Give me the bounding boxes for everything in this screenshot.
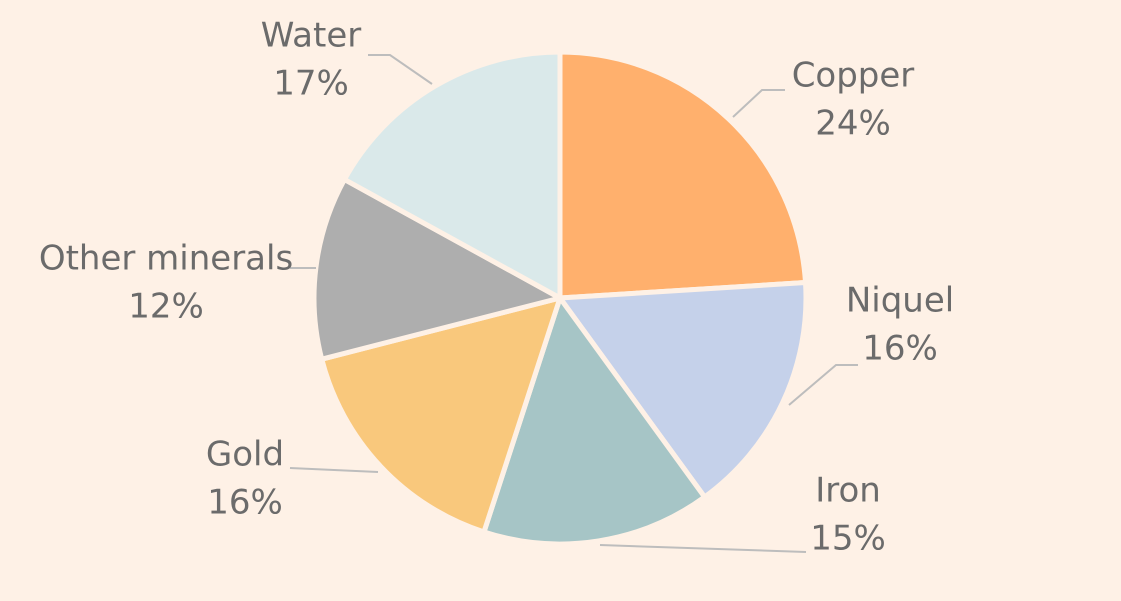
- slice-label-copper: Copper: [792, 56, 915, 96]
- leader-lines-layer: [289, 54, 858, 553]
- leader-line-iron: [599, 544, 807, 553]
- slice-value-copper: 24%: [815, 104, 891, 144]
- slice-value-other-minerals: 12%: [128, 287, 204, 327]
- leader-line-water: [368, 54, 433, 85]
- slice-copper: [557, 49, 809, 301]
- slice-iron: [481, 295, 708, 547]
- slice-other-minerals: [311, 176, 563, 362]
- leader-line-copper: [732, 89, 785, 118]
- slices-layer: [311, 49, 809, 547]
- slice-label-water: Water: [261, 16, 362, 56]
- slice-value-gold: 16%: [207, 483, 283, 523]
- slice-label-iron: Iron: [815, 471, 881, 511]
- slice-label-niquel: Niquel: [846, 281, 954, 321]
- slice-niquel: [557, 280, 809, 500]
- slice-water: [341, 49, 563, 301]
- slice-value-niquel: 16%: [862, 329, 938, 369]
- slice-label-other-minerals: Other minerals: [39, 239, 293, 279]
- slice-value-iron: 15%: [810, 519, 886, 559]
- leader-line-gold: [289, 467, 379, 473]
- slice-label-gold: Gold: [206, 435, 284, 475]
- leader-line-niquel: [788, 364, 858, 406]
- slice-gold: [319, 295, 563, 535]
- slice-value-water: 17%: [273, 64, 349, 104]
- labels-layer: Copper 24% Niquel 16% Iron 15% Gold 16% Other mi…: [39, 16, 954, 559]
